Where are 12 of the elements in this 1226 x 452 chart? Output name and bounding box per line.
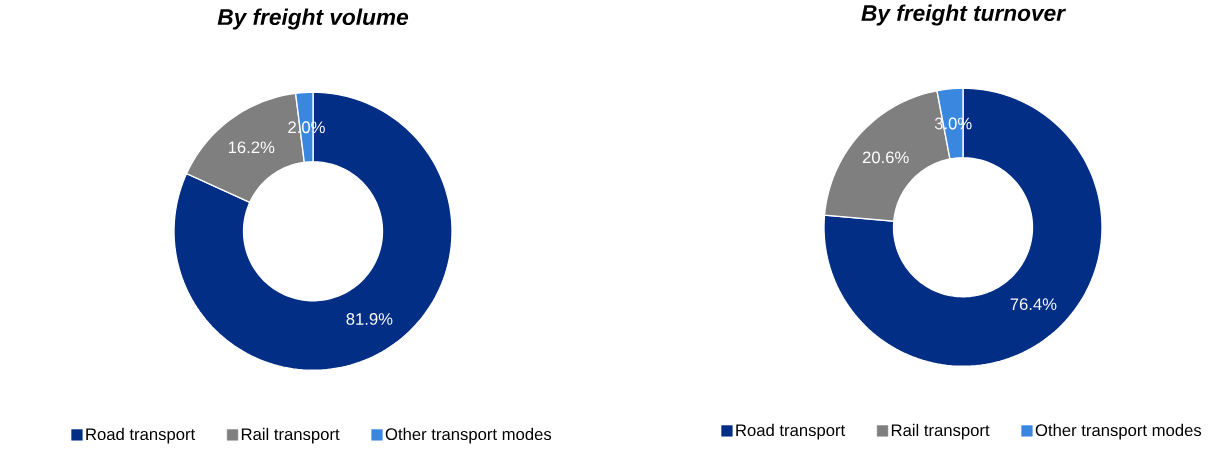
legend-label: Rail transport xyxy=(891,423,990,440)
legend-label: Rail transport xyxy=(241,427,340,444)
legend-label: Other transport modes xyxy=(385,427,552,444)
chart-title: By freight turnover xyxy=(861,4,1067,26)
legend-label: Other transport modes xyxy=(1035,423,1202,440)
legend-label: Road transport xyxy=(86,427,196,444)
legend-label: Road transport xyxy=(736,423,846,440)
chart-title: By freight volume xyxy=(217,8,409,30)
data-label: 20.6% xyxy=(862,151,909,164)
data-label: 76.4% xyxy=(1010,298,1057,310)
data-label: 16.2% xyxy=(228,141,275,154)
data-label: 81.9% xyxy=(346,312,393,325)
